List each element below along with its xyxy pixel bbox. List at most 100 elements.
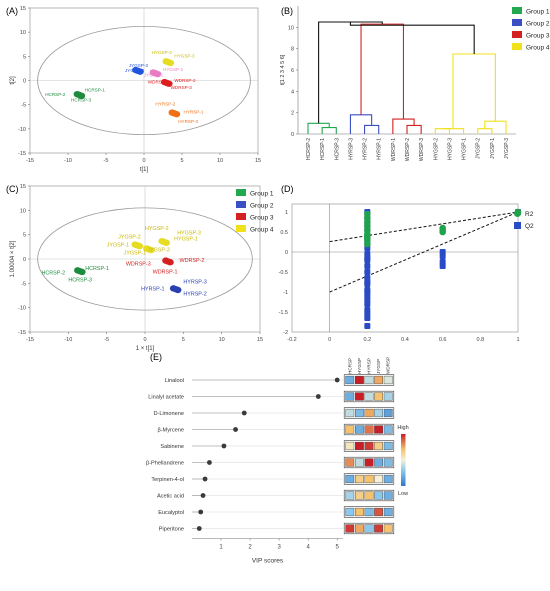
heatmap-cell bbox=[345, 458, 355, 467]
sample-point-wdrsp bbox=[165, 80, 173, 87]
dendrogram-link bbox=[434, 128, 450, 134]
point-label: WDRSP-2 bbox=[174, 78, 196, 83]
point-label: HCRSP-2 bbox=[42, 271, 66, 277]
hotelling-ellipse bbox=[37, 207, 253, 311]
leaf-label: HCRSP-1 bbox=[320, 138, 326, 160]
heatmap-cell bbox=[364, 474, 374, 484]
q2-point bbox=[439, 253, 446, 259]
heatmap-cell bbox=[345, 441, 355, 451]
plot-frame bbox=[291, 203, 519, 333]
heatmap-cell bbox=[364, 507, 374, 517]
sample-point-hygsp bbox=[154, 70, 162, 78]
y-tick-label: -10 bbox=[18, 306, 26, 312]
dendrogram-link bbox=[364, 124, 380, 134]
compound-label: Terpinen-4-ol bbox=[151, 477, 184, 483]
legend-swatch bbox=[236, 201, 246, 208]
leaf-label: JYGSP-2 bbox=[476, 138, 482, 159]
heatmap-column-label: HCRSP bbox=[347, 358, 352, 374]
point-label: JYGSP-1 bbox=[124, 251, 146, 257]
y-tick-label: 10 bbox=[20, 30, 26, 36]
sample-point-jygsp bbox=[135, 242, 144, 250]
q2-point bbox=[364, 279, 371, 285]
compound-label: Eucalyptol bbox=[158, 510, 184, 516]
point-label: HYGSP-2 bbox=[145, 226, 169, 232]
x-tick-label: 0.2 bbox=[364, 337, 372, 343]
vip-point bbox=[241, 410, 247, 416]
vip-point bbox=[202, 476, 208, 482]
point-label: HCRSP-1 bbox=[85, 266, 109, 272]
heatmap-cell bbox=[374, 524, 383, 533]
legend-label: Group 3 bbox=[526, 33, 550, 40]
leaf-label: HYRSP-2 bbox=[363, 138, 369, 160]
y-tick-label: 10 bbox=[288, 25, 294, 31]
color-scale-high-label: High bbox=[397, 425, 408, 431]
heatmap-cell bbox=[374, 425, 383, 434]
heatmap-cell bbox=[383, 491, 393, 500]
panel-a-label: (A) bbox=[6, 6, 18, 16]
x-tick-label: 0 bbox=[328, 337, 331, 343]
dendrogram-link bbox=[307, 122, 330, 134]
point-label: HYGSP-1 bbox=[174, 237, 198, 243]
dendrogram-link bbox=[349, 114, 373, 134]
leaf-label: HCRSP-2 bbox=[306, 138, 312, 160]
heatmap-cell bbox=[364, 491, 374, 500]
x-tick-label: 0.4 bbox=[401, 337, 409, 343]
heatmap-cell bbox=[374, 375, 383, 385]
leaf-label: WDRSP-3 bbox=[419, 138, 425, 161]
y-tick-label: 2 bbox=[291, 111, 294, 117]
compound-label: Linalool bbox=[165, 378, 184, 384]
point-label: HYRSP-2 bbox=[155, 102, 175, 107]
vip-point bbox=[334, 377, 340, 383]
panel-e-vip-scores: 1 2 3 4 5 VIP scores Linalool Linalyl acetate D-… bbox=[146, 357, 409, 565]
compound-label: D-Limonene bbox=[154, 411, 184, 417]
x-tick-label: 10 bbox=[217, 158, 223, 164]
legend-label: Group 1 bbox=[526, 9, 550, 16]
point-label: HCRSP-1 bbox=[85, 88, 106, 93]
heatmap-cell bbox=[374, 491, 383, 500]
x-tick-label: -5 bbox=[104, 158, 109, 164]
y-tick-label: -2 bbox=[283, 330, 288, 336]
y-tick-label: -5 bbox=[21, 103, 26, 109]
panel-a-pca-scores: -15 -10 -5 0 5 10 15 -15 -10 -5 0 5 10 15 t[1] t[2] HCRS… bbox=[10, 6, 261, 173]
panel-c-pls-da-scores: -15 -10 -5 0 5 10 15 -15 -10 -5 0 5 10 15 1 × t[1] 1.00… bbox=[10, 184, 274, 352]
leaf-label: HYRSP-3 bbox=[348, 138, 354, 160]
point-label: JYGSP-1 bbox=[107, 242, 129, 248]
x-tick-label: 5 bbox=[182, 337, 185, 343]
y-tick-label: -10 bbox=[18, 127, 26, 133]
y-tick-label: 6 bbox=[291, 68, 294, 74]
x-axis-title: VIP scores bbox=[252, 558, 284, 565]
point-label: WDRSP-1 bbox=[153, 270, 178, 276]
dendrogram-link bbox=[349, 22, 475, 54]
legend-label: Group 4 bbox=[526, 45, 550, 52]
y-tick-label: 8 bbox=[291, 47, 294, 53]
legend-swatch bbox=[514, 210, 521, 217]
dendrogram-link bbox=[452, 53, 496, 129]
y-tick-label: 5 bbox=[23, 54, 26, 60]
heatmap-cell bbox=[345, 408, 355, 418]
x-tick-label: 0.8 bbox=[477, 337, 485, 343]
legend-label: Group 2 bbox=[250, 203, 274, 210]
legend-label: Group 4 bbox=[250, 227, 274, 234]
compound-label: β-Myrcene bbox=[157, 428, 184, 434]
y-axis-title: t[1 2 3 4 5 6] bbox=[280, 54, 286, 85]
legend-label: Group 1 bbox=[250, 191, 274, 198]
x-tick-label: 1 bbox=[516, 337, 519, 343]
x-tick-label: -10 bbox=[64, 158, 72, 164]
trend-line-r2 bbox=[329, 211, 519, 243]
y-tick-label: 5 bbox=[23, 233, 26, 239]
panel-b-label: (B) bbox=[281, 6, 293, 16]
x-tick-label: 0 bbox=[143, 337, 146, 343]
x-tick-label: 5 bbox=[336, 545, 340, 551]
y-tick-label: -1 bbox=[283, 290, 288, 296]
legend-label: R2 bbox=[525, 211, 534, 218]
vip-point bbox=[196, 526, 202, 531]
r2-point bbox=[364, 232, 371, 240]
y-tick-label: 1 bbox=[285, 210, 288, 216]
heatmap-cell bbox=[374, 392, 383, 401]
heatmap-cell bbox=[383, 524, 393, 533]
sample-point-wdrsp bbox=[166, 259, 174, 266]
y-tick-label: 0 bbox=[23, 79, 26, 85]
leaf-label: JYGSP-3 bbox=[504, 138, 510, 159]
heatmap-cell bbox=[374, 507, 383, 517]
leaf-label: HYRSP-1 bbox=[377, 138, 383, 160]
